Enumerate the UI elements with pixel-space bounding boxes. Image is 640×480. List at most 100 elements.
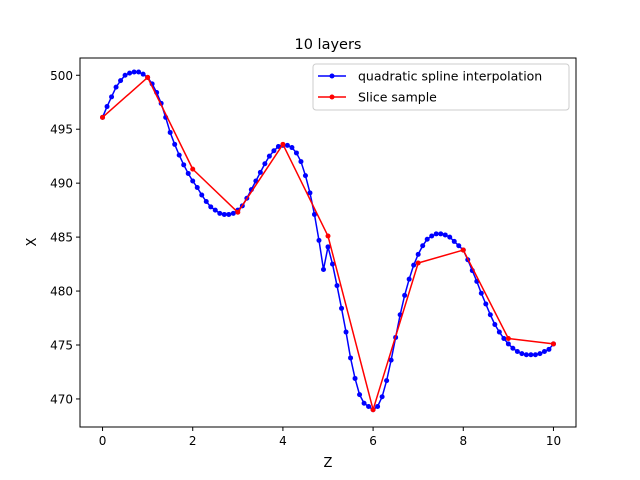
legend-box: [312, 63, 570, 111]
data-point: [370, 407, 376, 413]
y-tick-label: 475: [50, 339, 73, 353]
data-point: [384, 378, 390, 384]
data-point: [100, 114, 106, 120]
data-point: [118, 78, 124, 84]
x-tick-label: 4: [279, 434, 287, 448]
y-tick-label: 485: [50, 231, 73, 245]
data-point: [411, 262, 417, 268]
data-point: [181, 162, 187, 168]
data-point: [406, 276, 412, 282]
data-point: [519, 351, 525, 357]
y-tick-label: 480: [50, 285, 73, 299]
data-point: [415, 260, 421, 266]
data-point: [528, 352, 534, 358]
data-point: [478, 290, 484, 296]
y-axis-label: X: [25, 237, 40, 246]
data-point: [514, 348, 520, 354]
data-point: [352, 375, 358, 381]
data-point: [429, 233, 435, 239]
data-point: [271, 148, 277, 154]
data-point: [293, 150, 299, 156]
data-point: [221, 211, 227, 217]
plot-area: [80, 58, 576, 427]
x-tick-label: 8: [459, 434, 467, 448]
data-point: [348, 355, 354, 361]
data-point: [185, 170, 191, 176]
data-point: [375, 404, 381, 409]
series-0: [100, 69, 556, 413]
y-tick-label: 470: [50, 392, 73, 406]
data-point: [487, 312, 493, 318]
data-point: [447, 234, 453, 240]
legend: quadratic spline interpolation Slice sam…: [312, 63, 570, 111]
data-point: [388, 357, 394, 363]
data-point: [194, 184, 200, 190]
data-point: [550, 341, 556, 347]
data-point: [523, 352, 529, 358]
data-point: [145, 74, 151, 80]
data-point: [311, 211, 317, 217]
data-point: [451, 238, 457, 244]
data-point: [109, 94, 115, 100]
data-point: [127, 70, 133, 76]
data-point: [402, 292, 408, 298]
data-point: [316, 237, 322, 243]
data-point: [131, 69, 137, 75]
data-point: [415, 251, 421, 257]
data-point: [230, 210, 236, 216]
data-point: [532, 352, 538, 358]
legend-marker-slice: [329, 94, 335, 100]
data-point: [113, 84, 119, 90]
data-point: [537, 351, 543, 357]
data-point: [505, 336, 511, 342]
data-point: [505, 341, 511, 347]
x-tick-label: 2: [189, 434, 197, 448]
x-tick-label: 10: [546, 434, 561, 448]
y-axis-ticks: 470 475 480 485 490 495 500: [50, 69, 80, 406]
data-point: [262, 161, 268, 167]
data-point: [357, 392, 363, 398]
data-point: [212, 207, 218, 213]
data-point: [302, 173, 308, 179]
legend-label-spline: quadratic spline interpolation: [358, 69, 542, 84]
data-point: [284, 142, 290, 148]
data-point: [483, 301, 489, 307]
data-point: [442, 232, 448, 238]
data-point: [190, 166, 196, 172]
data-point: [366, 404, 372, 409]
data-point: [496, 329, 502, 335]
data-point: [460, 247, 466, 253]
data-point: [104, 104, 110, 110]
data-point: [122, 72, 128, 78]
data-point: [203, 199, 209, 204]
data-point: [541, 348, 547, 354]
data-point: [140, 71, 146, 77]
data-point: [275, 143, 281, 149]
x-axis-ticks: 0 2 4 6 8 10: [99, 427, 561, 448]
data-point: [438, 231, 444, 237]
data-point: [379, 394, 385, 400]
chart-title: 10 layers: [295, 37, 362, 53]
data-point: [172, 141, 178, 147]
data-point: [339, 305, 345, 311]
data-point: [289, 145, 295, 151]
data-point: [235, 209, 241, 215]
data-point: [510, 345, 516, 351]
data-point: [343, 329, 349, 335]
data-point: [420, 243, 426, 249]
data-point: [325, 244, 331, 250]
x-tick-label: 6: [369, 434, 377, 448]
data-point: [492, 322, 498, 327]
data-point: [424, 236, 430, 242]
data-point: [199, 192, 205, 198]
y-tick-label: 500: [50, 69, 73, 83]
data-point: [167, 129, 173, 135]
data-point: [217, 210, 223, 216]
x-tick-label: 0: [99, 434, 107, 448]
data-point: [136, 69, 142, 75]
data-point: [501, 336, 507, 342]
data-point: [226, 211, 232, 217]
data-point: [325, 233, 331, 239]
data-point: [320, 266, 326, 272]
data-point: [456, 243, 462, 249]
